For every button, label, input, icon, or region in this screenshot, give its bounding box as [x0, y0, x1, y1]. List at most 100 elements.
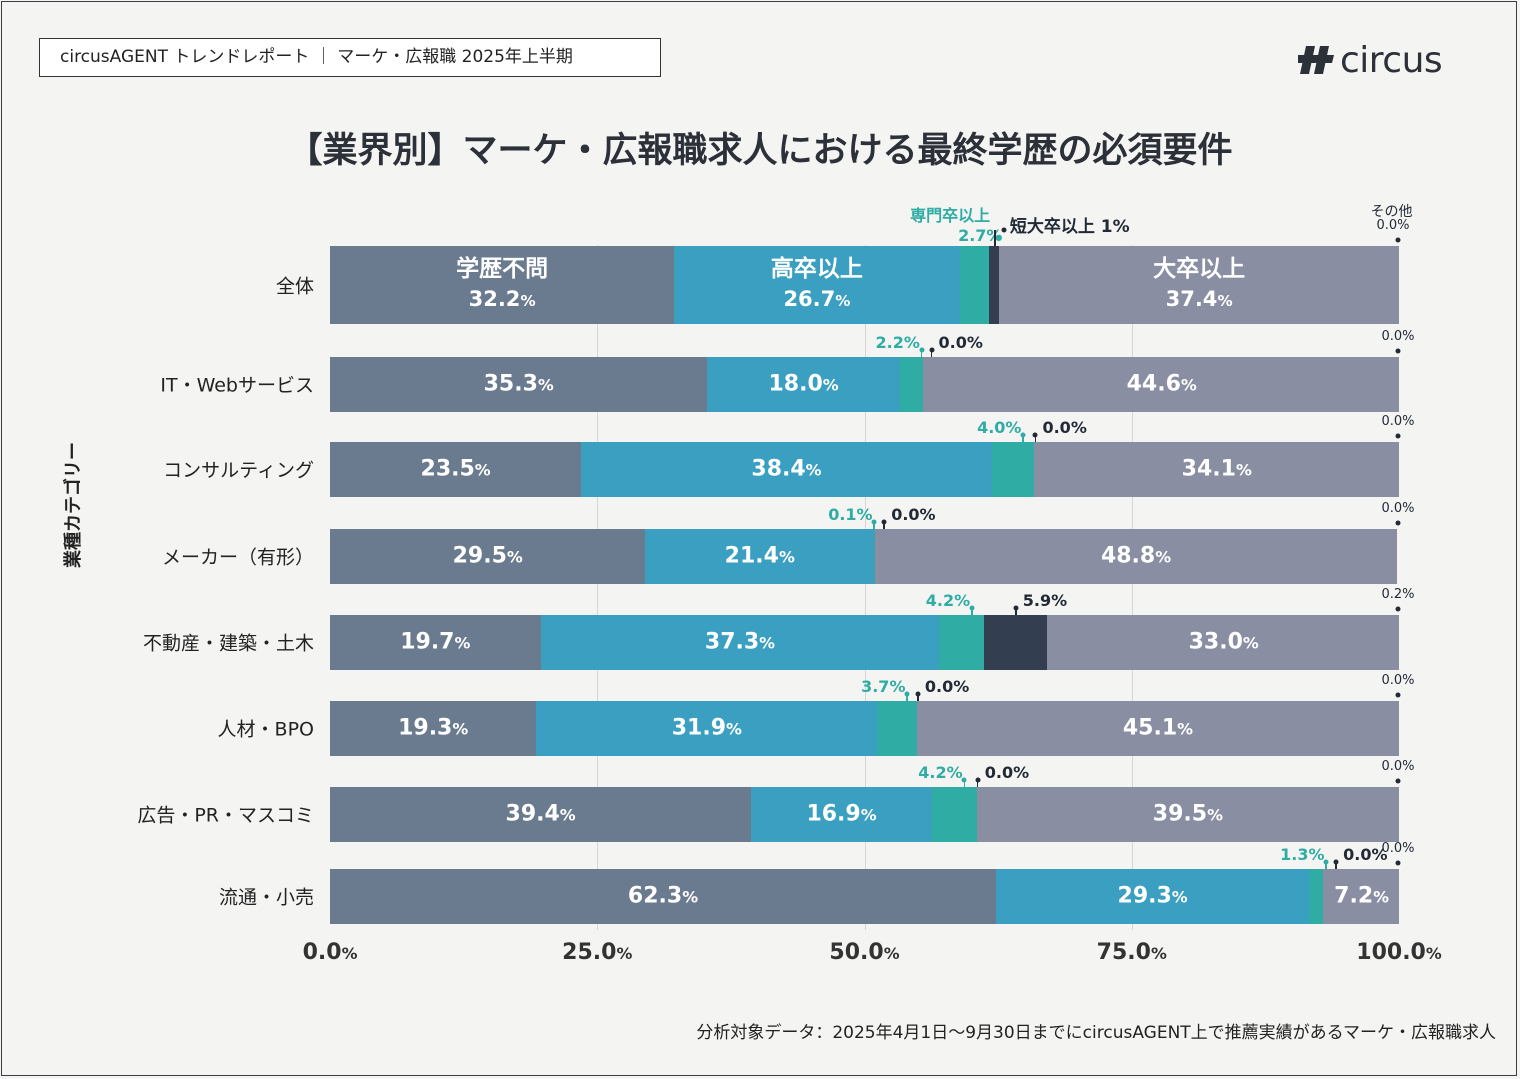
category-label: 広告・PR・マスコミ — [137, 804, 314, 827]
bar-segment-高卒以上 — [707, 356, 900, 412]
x-tick-label: 50.0% — [829, 940, 900, 965]
bar-value-label: 7.2% — [1334, 883, 1389, 909]
bar-segment-短大卒以上 — [988, 246, 1000, 324]
bar-segment-専門卒以上 — [939, 614, 985, 670]
bar-value-label: 48.8% — [1100, 543, 1172, 569]
annotation-stem — [1015, 607, 1017, 615]
annotation-senmon-value: 1.3% — [1280, 844, 1325, 864]
annotation-stem — [971, 607, 973, 615]
bar-value-label: 38.4% — [751, 456, 822, 482]
annotation-sonota-dot — [1395, 433, 1401, 438]
annotation-stem — [994, 230, 996, 246]
annotation-stem — [917, 693, 919, 701]
annotation-stem — [883, 521, 885, 529]
annotation-stem — [1335, 861, 1337, 869]
annotation-sonota-value: 0.0% — [1381, 413, 1415, 429]
annotation-tandai-value: 0.0% — [924, 676, 970, 696]
annotation-stem — [976, 779, 979, 787]
annotation-stem — [930, 349, 933, 357]
category-label: IT・Webサービス — [160, 374, 314, 397]
x-tick-label: 0.0% — [302, 940, 358, 965]
series-name-label: 高卒以上 — [770, 256, 863, 282]
bar-segment-学歴不問 — [330, 528, 646, 584]
annotation-stem — [963, 779, 966, 787]
annotation-sonota: その他 — [1370, 204, 1413, 220]
logo-text: circus — [1340, 39, 1443, 81]
annotation-stem — [1325, 861, 1327, 869]
annotation-tandai-value: 0.0% — [984, 762, 1030, 782]
series-name-label: 大卒以上 — [1153, 256, 1246, 282]
bar-value-label: 19.7% — [400, 629, 471, 655]
circus-logo-icon — [1298, 46, 1334, 74]
bar-segment-大卒以上 — [1047, 614, 1400, 670]
annotation-senmon-value: 2.2% — [875, 332, 920, 352]
bar-segment-短大卒以上 — [984, 614, 1048, 670]
bar-value-label: 大卒以上 37.4% — [1153, 254, 1245, 316]
annotation-tandai-value: 0.0% — [1343, 844, 1388, 864]
bar-segment-専門卒以上 — [931, 786, 977, 842]
bar-segment-専門卒以上 — [991, 441, 1035, 497]
bar-segment-学歴不問 — [330, 356, 708, 412]
annotation-sonota-dot — [1395, 860, 1401, 865]
annotation-senmon-value: 4.2% — [925, 590, 971, 610]
annotation-senmon-value: 3.7% — [861, 676, 906, 696]
gridline — [864, 245, 866, 930]
bar-segment-大卒以上 — [1323, 868, 1400, 924]
bar-value-label: 33.0% — [1188, 629, 1259, 655]
bar-value-label: 45.1% — [1122, 715, 1194, 741]
annotation-senmon-dot — [995, 235, 1001, 241]
gridline — [597, 245, 599, 930]
bar-value-label: 19.3% — [398, 715, 469, 741]
bar-value-label: 21.4% — [724, 543, 795, 569]
annotation-stem — [873, 521, 875, 529]
bar-segment-大卒以上 — [999, 246, 1399, 324]
bar-segment-大卒以上 — [875, 528, 1397, 584]
annotation-sonota-dot — [1395, 606, 1401, 611]
bar-segment-高卒以上 — [674, 246, 960, 324]
bar-segment-大卒以上 — [923, 356, 1400, 412]
annotation-tandai: 短大卒以上 1% — [1009, 217, 1130, 237]
x-tick-label: 100.0% — [1356, 940, 1442, 965]
footnote: 分析対象データ：2025年4月1日〜9月30日までにcircusAGENT上で推… — [696, 1023, 1496, 1043]
bar-value-label: 学歴不問 32.2% — [456, 254, 548, 316]
bar-value-label: 29.5% — [452, 543, 523, 569]
y-axis-label: 業種カテゴリー — [63, 442, 84, 568]
annotation-senmon: 専門卒以上 — [910, 206, 991, 225]
bar-segment-学歴不問 — [330, 246, 675, 324]
annotation-tandai-value: 0.0% — [891, 504, 936, 524]
bar-value-label: 37.3% — [704, 629, 776, 655]
category-label: 流通・小売 — [218, 886, 314, 909]
annotation-tandai-value: 5.9% — [1022, 590, 1068, 610]
report-label: circusAGENT トレンドレポート ｜ マーケ・広報職 2025年上半期 — [39, 38, 661, 77]
series-name-label: 学歴不問 — [456, 256, 549, 282]
annotation-sonota-dot — [1395, 692, 1401, 697]
bar-value-label: 35.3% — [483, 371, 554, 397]
annotation-sonota-value: 0.2% — [1381, 586, 1415, 602]
bar-segment-学歴不問 — [330, 614, 541, 670]
category-label: 人材・BPO — [217, 718, 314, 741]
bar-value-label: 高卒以上 26.7% — [771, 254, 863, 316]
series-value-label: 32.2% — [468, 287, 536, 311]
series-value-label: 37.4% — [1165, 287, 1233, 311]
bar-segment-学歴不問 — [330, 441, 582, 497]
annotation-senmon-value: 4.0% — [977, 417, 1022, 437]
annotation-stem — [1022, 434, 1024, 442]
annotation-stem — [920, 349, 923, 357]
bar-segment-高卒以上 — [536, 700, 878, 756]
bar-segment-専門卒以上 — [877, 700, 917, 756]
bar-segment-高卒以上 — [751, 786, 932, 842]
bar-value-label: 39.4% — [505, 801, 576, 827]
annotation-senmon-value: 0.1% — [828, 504, 873, 524]
chart-title: 【業界別】マーケ・広報職求人における最終学歴の必須要件 — [287, 131, 1233, 171]
bar-segment-学歴不問 — [330, 700, 537, 756]
bar-value-label: 18.0% — [768, 371, 839, 397]
annotation-senmon-value: 2.7% — [958, 226, 1002, 245]
x-tick-label: 75.0% — [1096, 940, 1167, 965]
bar-segment-専門卒以上 — [959, 246, 989, 324]
annotation-sonota-value: 0.0% — [1376, 218, 1410, 233]
bar-segment-学歴不問 — [330, 868, 996, 924]
series-value-label: 26.7% — [783, 287, 851, 311]
bar-segment-大卒以上 — [916, 700, 1399, 756]
bar-segment-大卒以上 — [1034, 441, 1399, 497]
